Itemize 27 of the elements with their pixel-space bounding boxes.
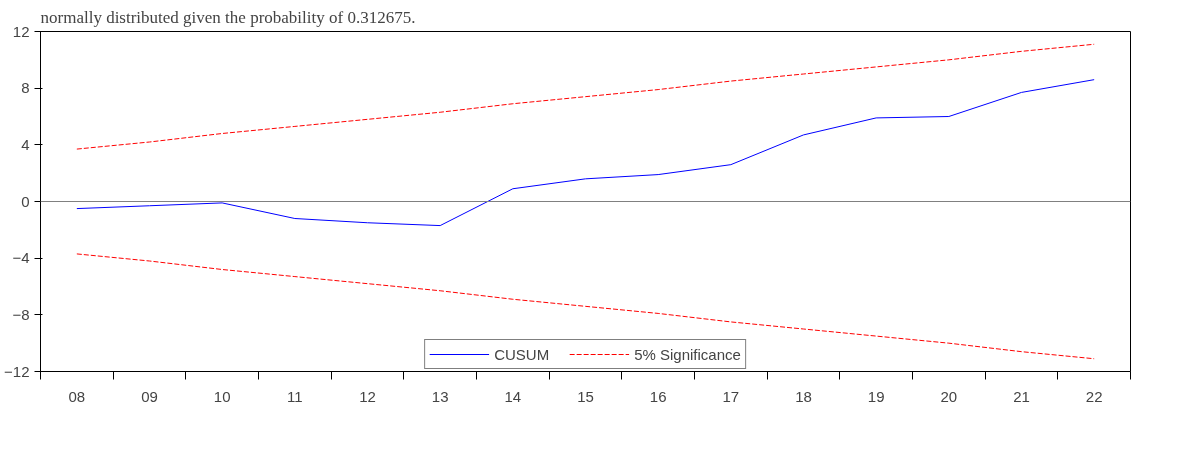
x-tick-label: 15 [577, 387, 594, 405]
x-tick-label: 14 [504, 387, 522, 405]
x-tick-label: 22 [1085, 387, 1103, 405]
x-tick-label: 09 [141, 387, 158, 405]
x-tick-label: 10 [213, 387, 231, 405]
text: normally distributed given the probability of 0.312675. [40, 7, 416, 27]
x-tick-label: 12 [359, 387, 376, 405]
legend-label: CUSUM [494, 345, 550, 363]
x-tick-label: 16 [649, 387, 667, 405]
legend-label: 5% Significance [634, 345, 741, 363]
line-series [76, 79, 1095, 227]
y-tick-label: 8 [21, 79, 30, 97]
x-tick-label: 17 [722, 387, 740, 405]
x-tick-label: 21 [1013, 387, 1030, 405]
x-tick-label: 13 [431, 387, 449, 405]
y-tick-label: −12 [4, 362, 30, 380]
y-tick-label: 4 [21, 135, 30, 153]
y-tick-label: 0 [21, 192, 30, 210]
x-tick-label: 20 [940, 387, 958, 405]
x-tick-label: 18 [795, 387, 812, 405]
line-series [76, 43, 1095, 150]
y-tick-label: −4 [12, 249, 30, 267]
y-tick-label: −8 [12, 305, 30, 323]
x-tick-label: 19 [867, 387, 885, 405]
x-tick-label: 11 [287, 387, 303, 405]
x-tick-label: 08 [68, 387, 86, 405]
y-tick-label: 12 [12, 22, 30, 40]
